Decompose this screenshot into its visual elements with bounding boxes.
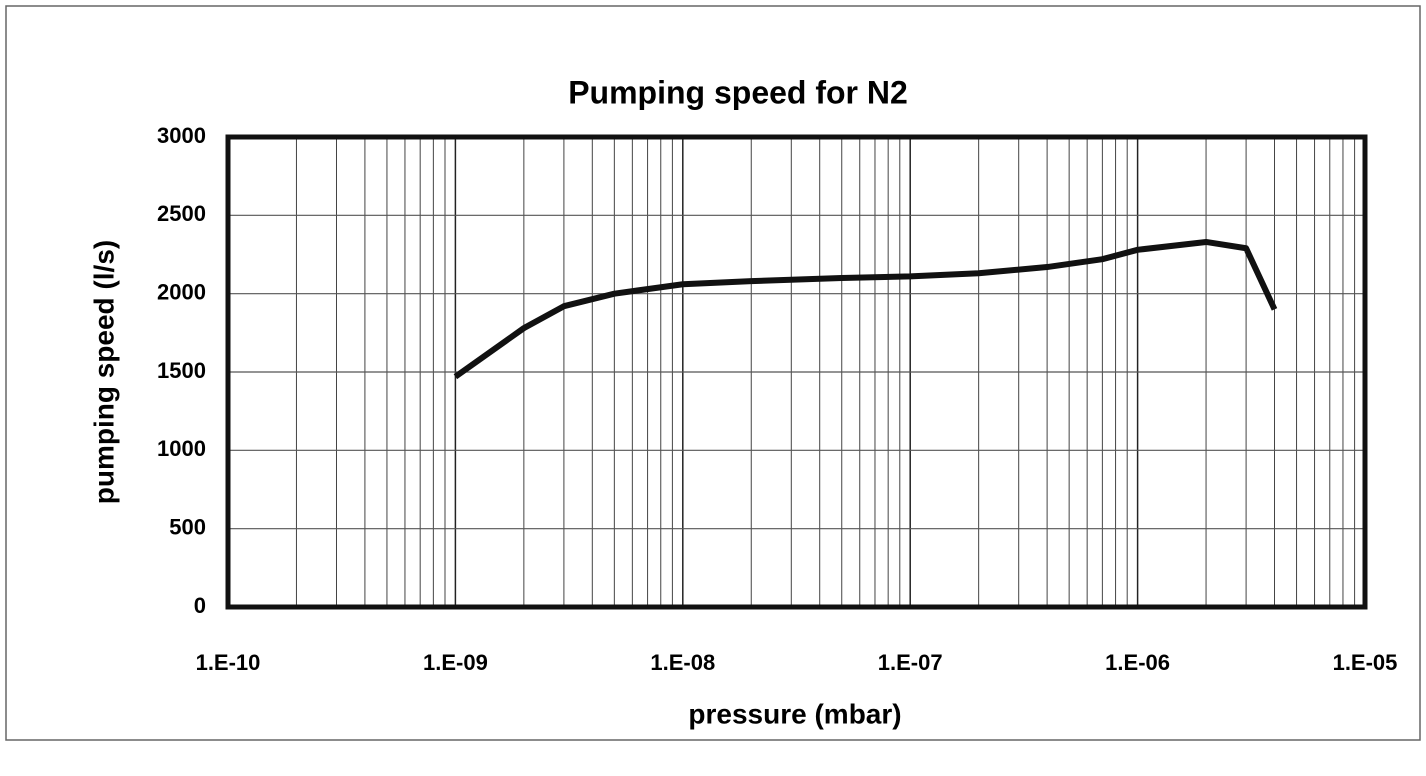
chart-frame (5, 5, 1421, 741)
x-tick-label: 1.E-09 (423, 650, 488, 675)
x-tick-label: 1.E-05 (1333, 650, 1398, 675)
x-tick-label: 1.E-10 (196, 650, 261, 675)
x-tick-label: 1.E-08 (650, 650, 715, 675)
x-tick-label: 1.E-06 (1105, 650, 1170, 675)
y-tick-label: 1000 (157, 436, 206, 461)
data-line (453, 238, 1278, 380)
y-tick-label: 2500 (157, 201, 206, 226)
plot-border (225, 134, 1368, 610)
y-tick-label: 0 (194, 593, 206, 618)
y-tick-label: 500 (169, 514, 206, 539)
y-axis-label: pumping speed (l/s) (88, 240, 119, 504)
x-axis-label: pressure (mbar) (688, 698, 901, 729)
plot (225, 134, 1368, 610)
chart-title: Pumping speed for N2 (568, 74, 908, 110)
x-tick-label: 1.E-07 (878, 650, 943, 675)
y-tick-label: 2000 (157, 279, 206, 304)
y-tick-label: 3000 (157, 123, 206, 148)
y-tick-label: 1500 (157, 358, 206, 383)
